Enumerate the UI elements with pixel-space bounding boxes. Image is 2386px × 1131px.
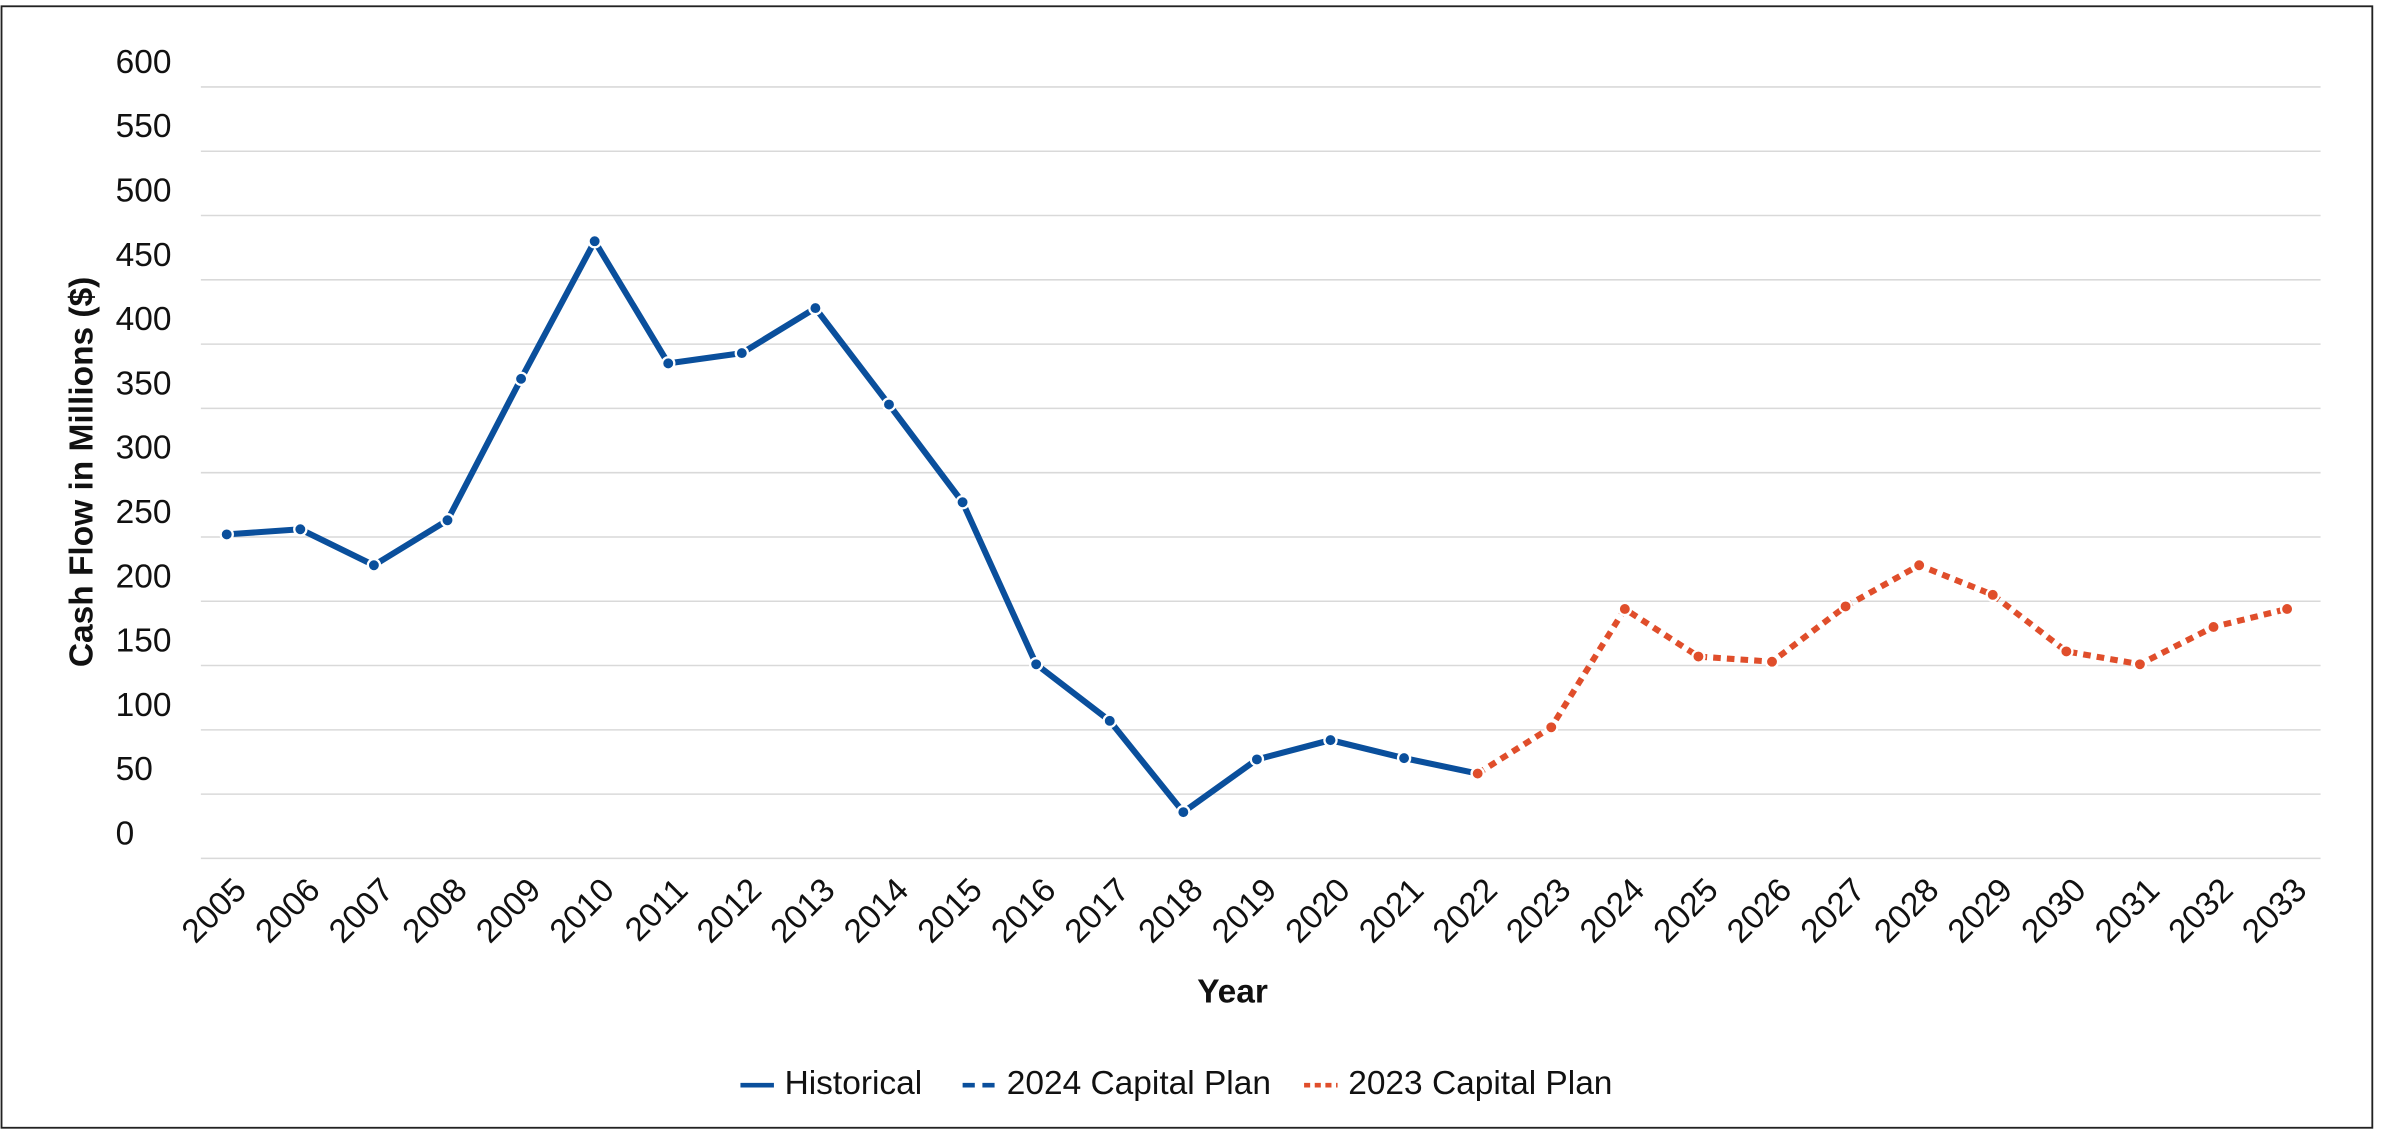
y-tick-label: 50 [116,751,153,788]
y-tick-label: 150 [116,623,172,660]
legend-label: 2024 Capital Plan [1007,1065,1271,1102]
y-tick-label: 100 [116,687,172,724]
point-marker [1102,713,1117,729]
x-tick-label: 2014 [837,872,916,951]
point-marker [1838,599,1853,614]
series-line [226,238,1479,816]
point-marker [955,495,970,510]
series-line [1476,562,2288,777]
point-marker [1028,657,1044,672]
point-marker [881,397,897,412]
x-tick-label: 2017 [1058,872,1137,951]
point-marker [2279,601,2295,617]
point-marker [219,527,234,542]
point-marker [1470,766,1485,781]
legend-label: Historical [785,1065,923,1102]
y-tick-label: 350 [116,365,172,402]
point-marker [808,300,823,316]
x-tick-label: 2007 [322,872,401,951]
point-marker [1691,649,1706,664]
x-tick-label: 2005 [175,872,254,951]
x-tick-label: 2026 [1720,872,1799,951]
x-tick-label: 2027 [1794,872,1873,951]
x-tick-label: 2012 [690,872,769,951]
point-marker [734,345,750,361]
y-tick-label: 500 [116,173,172,210]
x-tick-label: 2011 [618,872,695,949]
x-tick-label: 2016 [984,872,1063,951]
y-tick-label: 200 [116,558,172,595]
x-tick-label: 2033 [2235,872,2314,951]
point-marker [366,558,382,573]
point-marker [440,513,455,528]
x-tick-label: 2021 [1352,872,1431,951]
frame [0,5,2374,1129]
y-tick-label: 450 [116,237,172,274]
point-marker [661,356,676,371]
point-marker [1617,601,1633,617]
x-axis-title: Year [1197,974,1268,1011]
y-tick-label: 550 [116,108,172,145]
point-marker [1985,587,2000,603]
x-tick-label: 2022 [1426,872,1505,951]
x-tick-label: 2024 [1573,872,1652,951]
point-marker [1544,720,1559,735]
y-tick-label: 300 [116,430,172,467]
x-tick-label: 2020 [1279,872,1358,951]
x-tick-label: 2031 [2088,872,2167,951]
x-tick-label: 2029 [1941,872,2020,951]
legend: Historical 2024 Capital Plan 2023 Capital … [740,1065,1612,1102]
point-marker [293,522,308,537]
point-marker [1911,558,1927,573]
y-tick-label: 0 [116,815,135,852]
y-tick-label: 600 [116,44,172,81]
x-tick-label: 2006 [249,872,328,951]
x-tick-label: 2032 [2162,872,2241,951]
x-tick-label: 2009 [469,872,548,951]
point-marker [1396,750,1412,766]
y-tick-label: 400 [116,301,172,338]
x-tick-label: 2028 [1867,872,1946,951]
x-tick-label: 2030 [2015,872,2094,951]
x-tick-label: 2018 [1132,872,1211,951]
x-tick-label: 2015 [911,872,990,951]
point-marker [2059,644,2074,659]
x-tick-label: 2010 [543,872,622,951]
point-marker [2206,619,2221,635]
x-tick-label: 2019 [1205,872,1284,951]
x-tick-label: 2025 [1647,872,1726,951]
point-marker [1764,654,1780,669]
legend-label: 2023 Capital Plan [1348,1065,1612,1102]
x-tick-label: 2023 [1500,872,1579,951]
y-tick-label: 250 [116,494,172,531]
point-marker [1176,804,1191,820]
point-marker [1323,732,1338,748]
point-marker [587,234,602,249]
point-marker [1249,752,1265,767]
point-marker [513,371,529,387]
x-tick-label: 2013 [764,872,843,951]
point-marker [2132,657,2148,672]
y-axis-title: Cash Flow in Millions ($) [64,277,101,667]
x-tick-label: 2008 [396,872,475,951]
